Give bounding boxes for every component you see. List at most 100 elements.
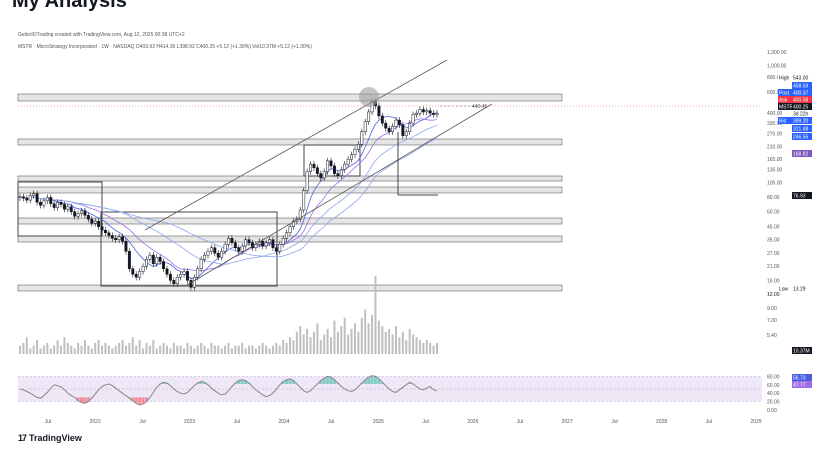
range-box-1	[17, 181, 103, 237]
volume-bar	[118, 342, 121, 354]
volume-bar	[203, 345, 206, 354]
candle	[435, 112, 439, 115]
candle	[32, 193, 36, 196]
price-tag-label: Low	[779, 287, 789, 293]
candle	[425, 110, 429, 113]
volume-bar	[107, 345, 110, 354]
candle	[90, 218, 94, 224]
candle	[175, 276, 179, 284]
candle	[186, 271, 189, 281]
volume-bar	[101, 345, 104, 354]
volume-bar	[295, 331, 298, 354]
volume-bar	[374, 276, 377, 354]
volume-bar	[241, 342, 244, 354]
oscillator-line	[19, 375, 438, 406]
price-tag-label-bg	[778, 103, 792, 110]
volume-bar	[111, 348, 114, 354]
volume-bar	[135, 345, 138, 354]
volume-bar	[248, 345, 251, 354]
candle	[315, 167, 319, 174]
candle	[367, 111, 371, 122]
candle	[189, 280, 193, 288]
volume-tick-label: 9.00	[767, 306, 777, 312]
candle	[196, 268, 200, 278]
price-tag-value: 399.20	[793, 119, 809, 125]
volume-bar	[213, 345, 216, 354]
volume-bar	[391, 334, 394, 354]
price-tick-label: 800.00	[767, 75, 783, 81]
candle	[391, 126, 395, 132]
volume-bar	[63, 337, 66, 354]
candle	[271, 239, 275, 248]
candle	[42, 200, 46, 206]
price-tag-label: High	[779, 76, 790, 82]
candle	[274, 247, 278, 252]
volume-bar	[302, 334, 305, 354]
volume-bar	[49, 348, 52, 354]
candle	[220, 251, 224, 258]
volume-bar	[268, 348, 271, 354]
candle	[333, 165, 336, 174]
candle	[158, 256, 162, 262]
candle	[428, 110, 432, 114]
volume-bar	[323, 334, 326, 354]
candle	[411, 114, 415, 124]
volume-bar	[292, 340, 295, 354]
price-tag-label: Ask	[779, 98, 788, 104]
volume-bar	[360, 317, 363, 354]
time-tick-label: 2029	[750, 419, 761, 425]
candle	[380, 115, 384, 124]
price-tag-value: 3d 22h	[793, 112, 809, 118]
volume-bar	[251, 345, 254, 354]
candle	[134, 273, 138, 278]
volume-bar	[145, 342, 148, 354]
volume-bar	[60, 345, 63, 354]
price-tag-bg	[792, 133, 812, 140]
volume-bar	[388, 328, 391, 354]
candle	[100, 226, 104, 231]
volume-bar	[285, 342, 288, 354]
volume-bar	[94, 342, 97, 354]
price-tag-bg	[792, 125, 812, 132]
volume-bar	[56, 340, 59, 354]
volume-bar	[83, 340, 86, 354]
volume-bar	[186, 342, 189, 354]
volume-bar	[326, 328, 329, 354]
highlight-circle	[359, 87, 379, 107]
price-tick-label: 16.00	[767, 278, 780, 284]
price-tick-label: 270.00	[767, 132, 783, 138]
volume-bar	[217, 345, 220, 354]
candle	[363, 121, 367, 132]
volume-bar	[131, 337, 134, 354]
candle	[172, 280, 176, 284]
oscillator-pane	[18, 375, 762, 406]
candle	[319, 173, 323, 179]
volume-bar	[429, 342, 432, 354]
time-tick-label: Jul	[139, 419, 145, 425]
projection-label: 440.46	[472, 104, 488, 110]
volume-bar	[224, 345, 227, 354]
candle	[52, 203, 56, 208]
volume-bar	[418, 340, 421, 354]
candle	[148, 254, 152, 260]
channel-lower-line	[186, 103, 493, 286]
volume-bar	[169, 348, 172, 354]
price-tag-bg	[792, 150, 812, 157]
volume-bar	[405, 340, 408, 354]
candle	[168, 273, 172, 281]
price-tag-value: 76.93	[793, 194, 806, 200]
price-tag-value: 246.55	[793, 135, 809, 141]
price-tag-label-bg	[778, 89, 792, 96]
price-tag-bg	[792, 82, 812, 89]
candle	[291, 220, 295, 227]
price-tick-label: 1,300.00	[767, 50, 787, 56]
price-tick-label: 400.00	[767, 111, 783, 117]
brand-label: TradingView	[29, 433, 82, 443]
price-tag-value: 168.82	[793, 152, 809, 158]
volume-bar	[258, 345, 261, 354]
channel-upper-line	[144, 59, 448, 231]
volume-bars	[19, 276, 438, 354]
volume-bar	[138, 340, 141, 354]
price-tick-label: 27.00	[767, 251, 780, 257]
